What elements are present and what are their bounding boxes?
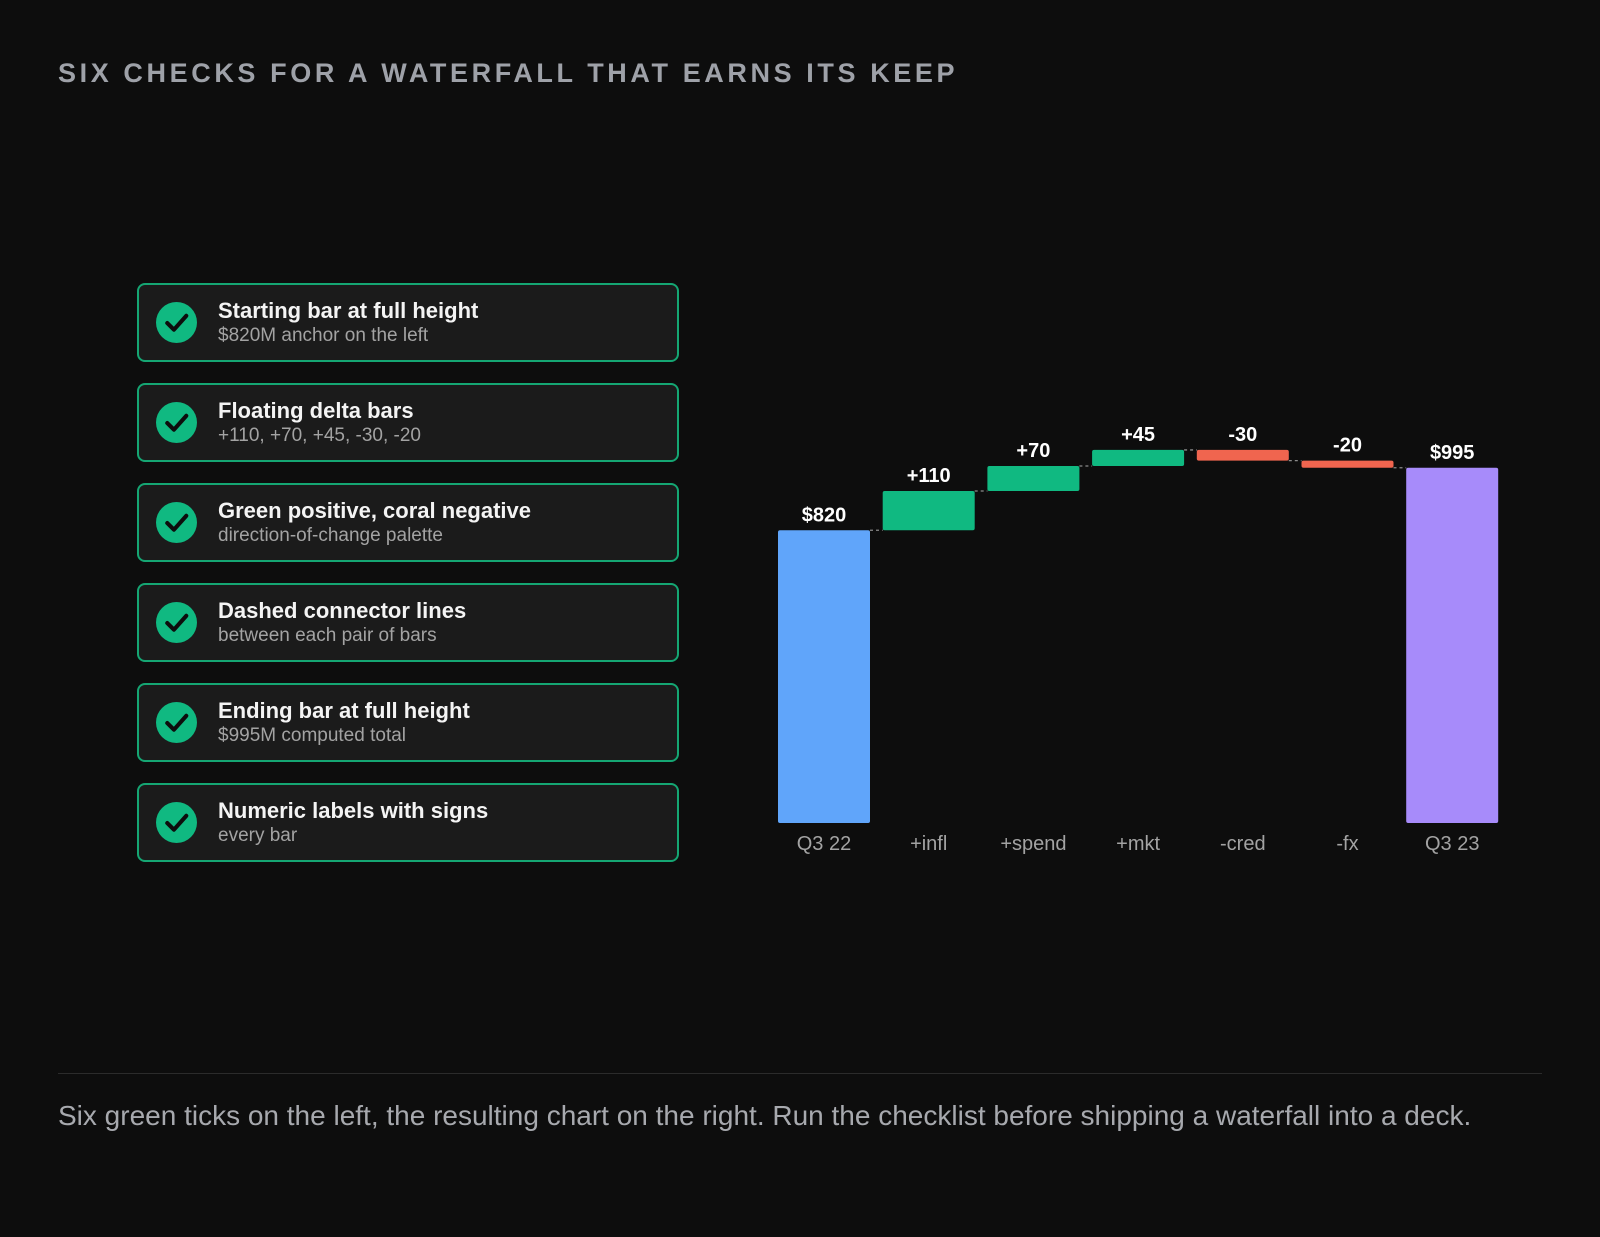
bar-q3-23 [1406,467,1499,823]
value-label: -30 [1228,424,1257,446]
check-item-starting-bar: Starting bar at full height $820M anchor… [137,283,679,362]
bar-infl [882,490,975,531]
category-label: Q3 22 [797,833,851,855]
check-item-title: Green positive, coral negative [218,497,532,523]
check-circle-icon [156,302,197,343]
check-item-connectors: Dashed connector lines between each pair… [137,583,679,662]
check-item-title: Numeric labels with signs [218,797,489,823]
bar-q3-22 [778,530,870,823]
caption: Six green ticks on the left, the resulti… [58,1100,1472,1131]
check-item-subtitle: every bar [218,824,298,846]
check-item-numeric-labels: Numeric labels with signs every bar [137,783,679,862]
divider [58,1073,1542,1074]
check-circle-icon [156,702,197,743]
value-label: +70 [1016,440,1050,462]
check-item-title: Starting bar at full height [218,297,479,323]
check-circle-icon [156,602,197,643]
check-circle-icon [156,402,197,443]
check-item-subtitle: $820M anchor on the left [218,324,429,346]
value-label: +110 [907,465,951,487]
bar-fx [1301,460,1394,468]
check-item-title: Floating delta bars [218,397,414,423]
value-label: $995 [1430,442,1475,464]
bar-mkt [1092,449,1185,466]
check-circle-icon [156,502,197,543]
category-label: +mkt [1116,833,1160,855]
check-item-subtitle: +110, +70, +45, -30, -20 [218,424,421,446]
check-item-palette: Green positive, coral negative direction… [137,483,679,562]
check-item-title: Dashed connector lines [218,597,467,623]
check-item-floating-deltas: Floating delta bars +110, +70, +45, -30,… [137,383,679,462]
value-label: $820 [802,504,847,526]
category-label: -cred [1220,833,1266,855]
bar-cred [1196,449,1289,461]
value-label: +45 [1121,424,1155,446]
category-label: Q3 23 [1425,833,1479,855]
category-label: -fx [1336,833,1358,855]
category-label: +infl [910,833,947,855]
waterfall-chart: $820 Q3 22 +110 +infl +70 +spend +45 +mkt -30 -cr… [778,424,1499,855]
check-item-ending-bar: Ending bar at full height $995M computed… [137,683,679,762]
bar-spend [987,466,1080,491]
checklist: Starting bar at full height $820M anchor… [137,283,679,862]
check-item-subtitle: direction-of-change palette [218,524,443,546]
check-item-title: Ending bar at full height [218,697,470,723]
check-item-subtitle: between each pair of bars [218,624,437,646]
check-item-subtitle: $995M computed total [218,724,407,746]
value-label: -20 [1333,435,1362,457]
page-title: SIX CHECKS FOR A WATERFALL THAT EARNS IT… [58,58,959,88]
check-circle-icon [156,802,197,843]
category-label: +spend [1000,833,1066,855]
